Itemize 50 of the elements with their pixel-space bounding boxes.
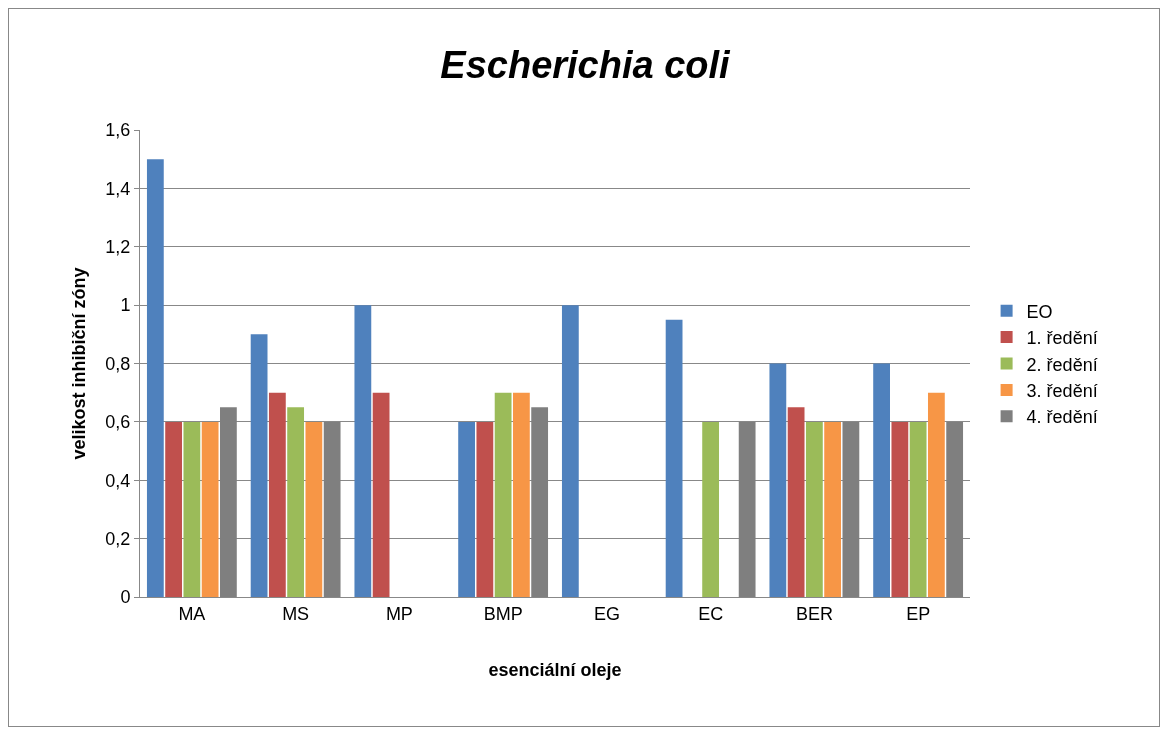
x-tick-label: BER — [795, 603, 833, 624]
legend-label: 3. ředění — [1026, 380, 1098, 401]
y-axis-title: velikost inhibiční zóny — [68, 267, 89, 460]
x-tick-label: MP — [385, 603, 413, 624]
bar — [909, 421, 927, 597]
x-tick-label: BMP — [483, 603, 523, 624]
y-tick-label: 1,6 — [105, 120, 131, 141]
y-tick-label: 1 — [120, 295, 131, 316]
y-tick-label: 0,2 — [105, 528, 131, 549]
bar — [702, 421, 720, 597]
bar — [287, 407, 305, 597]
bar — [146, 159, 164, 597]
bar — [372, 392, 390, 597]
bar — [512, 392, 530, 597]
x-tick-label: MS — [282, 603, 310, 624]
y-tick-label: 1,4 — [105, 178, 131, 199]
y-tick-label: 0,6 — [105, 412, 131, 433]
bar — [769, 363, 787, 597]
x-tick-label: EP — [906, 603, 931, 624]
legend-label: 2. ředění — [1026, 354, 1098, 375]
bar — [250, 334, 268, 597]
y-tick-label: 0,8 — [105, 353, 131, 374]
bar — [927, 392, 945, 597]
bar — [824, 421, 842, 597]
x-axis-title: esenciální oleje — [488, 659, 622, 680]
bar — [268, 392, 286, 597]
bar — [305, 421, 323, 597]
y-tick-label: 1,2 — [105, 237, 131, 258]
bar — [665, 319, 683, 597]
x-tick-label: MA — [178, 603, 206, 624]
bar — [183, 421, 201, 597]
bar — [458, 421, 475, 597]
bar — [165, 421, 183, 597]
y-tick-label: 0,4 — [105, 470, 131, 491]
chart-title: Escherichia coli — [440, 44, 732, 87]
bar — [891, 421, 909, 597]
bar — [561, 305, 579, 597]
legend-label: 4. ředění — [1026, 407, 1098, 428]
legend-label: 1. ředění — [1026, 328, 1098, 349]
bar — [201, 421, 219, 597]
legend-label: EO — [1026, 301, 1053, 322]
x-tick-label: EC — [698, 603, 724, 624]
x-tick-label: EG — [593, 603, 620, 624]
bar — [805, 421, 823, 597]
bar — [787, 407, 805, 597]
bar — [354, 305, 372, 597]
bar — [873, 363, 890, 597]
bar — [494, 392, 512, 597]
bar — [476, 421, 494, 597]
y-tick-label: 0 — [120, 587, 131, 608]
